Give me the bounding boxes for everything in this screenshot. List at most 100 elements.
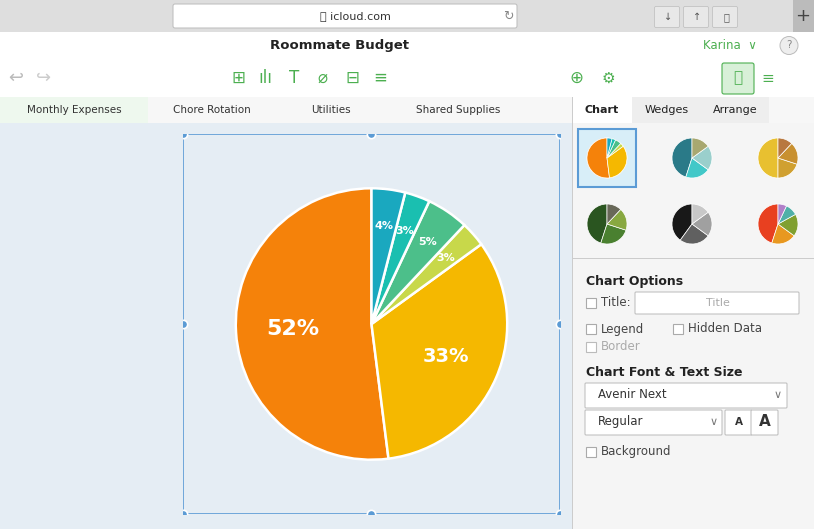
Wedge shape — [778, 204, 786, 224]
Wedge shape — [607, 146, 627, 178]
Text: ≡: ≡ — [373, 69, 387, 87]
Text: Chart Font & Text Size: Chart Font & Text Size — [586, 367, 742, 379]
Wedge shape — [607, 139, 615, 158]
Text: 3%: 3% — [436, 253, 455, 263]
Wedge shape — [686, 158, 708, 178]
Wedge shape — [607, 140, 621, 158]
Text: ∨: ∨ — [774, 390, 782, 400]
Bar — [673, 324, 683, 334]
FancyBboxPatch shape — [725, 410, 752, 435]
Circle shape — [780, 37, 798, 54]
Wedge shape — [236, 188, 388, 460]
Text: ⚙: ⚙ — [602, 70, 615, 86]
Wedge shape — [692, 204, 708, 224]
Text: ⊕: ⊕ — [569, 69, 583, 87]
Text: ↻: ↻ — [503, 10, 514, 23]
Text: Border: Border — [601, 341, 641, 353]
Text: ⊞: ⊞ — [231, 69, 245, 87]
Text: ılı: ılı — [258, 69, 272, 87]
Wedge shape — [672, 138, 692, 177]
Wedge shape — [778, 138, 792, 158]
Text: Monthly Expenses: Monthly Expenses — [27, 105, 121, 115]
Wedge shape — [371, 193, 429, 324]
Bar — [572, 97, 632, 123]
Text: A: A — [759, 415, 771, 430]
FancyBboxPatch shape — [635, 292, 799, 314]
Text: ∨: ∨ — [710, 417, 718, 427]
Text: ?: ? — [786, 41, 792, 50]
Text: Shared Supplies: Shared Supplies — [416, 105, 501, 115]
Wedge shape — [778, 214, 798, 236]
Text: Title:: Title: — [601, 296, 631, 309]
Wedge shape — [758, 138, 778, 178]
Text: 5%: 5% — [418, 237, 436, 247]
Wedge shape — [772, 224, 794, 244]
Bar — [0, 97, 814, 123]
FancyBboxPatch shape — [751, 410, 778, 435]
Wedge shape — [607, 204, 621, 224]
Text: 🔒 icloud.com: 🔒 icloud.com — [320, 11, 391, 21]
FancyBboxPatch shape — [654, 6, 680, 28]
Wedge shape — [371, 188, 405, 324]
Wedge shape — [371, 244, 507, 459]
Bar — [572, 123, 814, 529]
Text: Background: Background — [601, 445, 672, 459]
FancyBboxPatch shape — [585, 410, 722, 435]
Wedge shape — [681, 224, 708, 244]
Bar — [572, 258, 814, 259]
Text: ⊟: ⊟ — [345, 69, 359, 87]
Text: Chart Options: Chart Options — [586, 275, 683, 287]
Text: 52%: 52% — [266, 319, 320, 339]
Text: Arrange: Arrange — [713, 105, 758, 115]
FancyBboxPatch shape — [712, 6, 737, 28]
Bar — [386, 97, 531, 123]
Bar — [586, 342, 596, 352]
Text: ⬜: ⬜ — [723, 12, 729, 22]
Text: Hidden Data: Hidden Data — [688, 323, 762, 335]
FancyBboxPatch shape — [684, 6, 708, 28]
Bar — [702, 97, 769, 123]
Wedge shape — [607, 143, 624, 158]
FancyBboxPatch shape — [722, 63, 754, 94]
Text: 3%: 3% — [396, 226, 414, 236]
Bar — [793, 0, 814, 32]
Text: ≡: ≡ — [762, 70, 774, 86]
Wedge shape — [607, 140, 621, 158]
Wedge shape — [692, 212, 712, 236]
Wedge shape — [607, 139, 615, 158]
Text: A: A — [735, 417, 743, 427]
Wedge shape — [778, 206, 795, 224]
Wedge shape — [601, 224, 626, 244]
FancyBboxPatch shape — [173, 4, 517, 28]
Text: 4%: 4% — [374, 221, 393, 231]
Wedge shape — [607, 138, 612, 158]
Wedge shape — [371, 201, 465, 324]
Text: Utilities: Utilities — [311, 105, 351, 115]
Wedge shape — [778, 158, 797, 178]
Wedge shape — [607, 143, 624, 158]
Bar — [586, 447, 596, 457]
Text: Wedges: Wedges — [645, 105, 689, 115]
Wedge shape — [758, 204, 778, 243]
Wedge shape — [607, 209, 627, 230]
Wedge shape — [692, 146, 712, 170]
Wedge shape — [371, 225, 481, 324]
Wedge shape — [778, 143, 798, 164]
Text: Title: Title — [706, 298, 730, 308]
Text: 33%: 33% — [423, 347, 470, 366]
Bar — [0, 59, 814, 97]
Text: ↩: ↩ — [8, 69, 24, 87]
Text: Legend: Legend — [601, 323, 644, 335]
Bar — [0, 0, 814, 32]
Text: ↪: ↪ — [37, 69, 51, 87]
Wedge shape — [587, 138, 610, 178]
Text: Regular: Regular — [598, 415, 644, 428]
Text: +: + — [795, 7, 811, 25]
Text: 🖌: 🖌 — [733, 70, 742, 86]
Text: Avenir Next: Avenir Next — [598, 388, 667, 402]
Text: T: T — [289, 69, 299, 87]
Bar — [578, 129, 636, 187]
Text: ↓: ↓ — [664, 12, 672, 22]
Wedge shape — [587, 138, 610, 178]
Bar — [0, 97, 148, 123]
